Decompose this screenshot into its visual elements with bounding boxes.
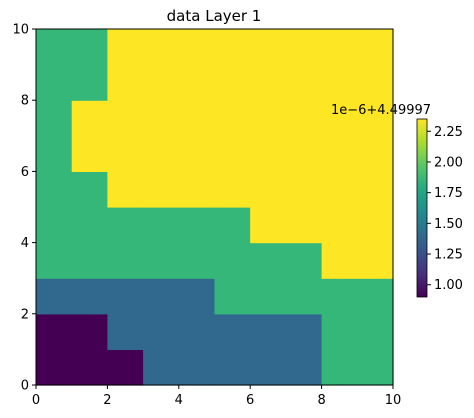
heatmap-cell [250, 242, 323, 279]
heatmap-cell [71, 278, 108, 315]
y-tick-label: 8 [21, 94, 29, 109]
heatmap-cell [71, 207, 108, 244]
heatmap-cell [250, 171, 323, 208]
heatmap-cell [143, 349, 216, 386]
heatmap-cell [250, 29, 323, 101]
heatmap-cell [250, 349, 323, 386]
heatmap-cell [71, 349, 108, 386]
plot-frame [35, 28, 394, 386]
heatmap-cell [250, 207, 323, 244]
heatmap-cell [214, 100, 251, 172]
heatmap-cell [36, 313, 73, 350]
colorbar-tick-label: 1.50 [434, 217, 463, 232]
heatmap-cell [71, 100, 108, 172]
heatmap-cell [250, 100, 323, 172]
y-tick-label: 2 [21, 307, 29, 322]
heatmap-cell [321, 207, 394, 244]
y-tick-label: 10 [12, 23, 29, 38]
heatmap-cell [321, 29, 394, 101]
heatmap-cell [214, 171, 251, 208]
heatmap-cell [36, 278, 73, 315]
colorbar-ticks: 1.00 1.25 1.50 1.75 2.00 2.25 [427, 125, 463, 293]
heatmap-cell [214, 278, 251, 315]
heatmap-cell [321, 171, 394, 208]
heatmap-cell [71, 171, 108, 208]
heatmap-cell [143, 207, 216, 244]
heatmap-cell [71, 313, 108, 350]
heatmap-cell [107, 349, 144, 386]
heatmap-cell [71, 29, 108, 101]
heatmap-cell [143, 29, 216, 101]
colorbar-tick-label: 2.25 [434, 125, 463, 140]
heatmap-cell [107, 29, 144, 101]
heatmap-cell [107, 171, 144, 208]
heatmap-cell [250, 278, 323, 315]
heatmap-cell [214, 349, 251, 386]
heatmap-cell [250, 313, 323, 350]
heatmap-cell [36, 29, 73, 101]
y-tick-label: 6 [21, 165, 29, 180]
colorbar-tick-label: 1.25 [434, 248, 463, 263]
colorbar-frame [416, 118, 428, 298]
heatmap-cell [107, 313, 144, 350]
y-axis: 0 2 4 6 8 10 [12, 23, 36, 394]
heatmap-cell [107, 278, 144, 315]
heatmap-cell [321, 100, 394, 172]
x-axis: 0 2 4 6 8 10 [32, 385, 401, 408]
heatmap-cell [321, 313, 394, 350]
colorbar-tick-label: 1.75 [434, 186, 463, 201]
heatmap-cell [214, 313, 251, 350]
heatmap-cell [214, 29, 251, 101]
heatmap-cell [107, 100, 144, 172]
heatmap-cell [321, 278, 394, 315]
heatmap-cell [321, 242, 394, 279]
heatmap-cell [36, 207, 73, 244]
heatmap-cell [143, 100, 216, 172]
x-tick-label: 10 [385, 393, 402, 408]
x-tick-label: 0 [32, 393, 40, 408]
chart-title: data Layer 1 [167, 7, 262, 25]
heatmap-cell [107, 242, 144, 279]
y-tick-label: 0 [21, 379, 29, 394]
heatmap-cell [36, 349, 73, 386]
colorbar-offset-text: 1e−6+4.49997 [331, 103, 431, 118]
colorbar [417, 119, 427, 297]
heatmap-cell [143, 313, 216, 350]
x-tick-label: 2 [103, 393, 111, 408]
x-tick-label: 6 [246, 393, 254, 408]
heatmap-cell [71, 242, 108, 279]
x-tick-label: 8 [317, 393, 325, 408]
heatmap-cell [143, 278, 216, 315]
colorbar-tick-label: 2.00 [434, 155, 463, 170]
heatmap-cell [36, 100, 73, 172]
colorbar-tick-label: 1.00 [434, 278, 463, 293]
y-tick-label: 4 [21, 236, 29, 251]
heatmap-cell [214, 242, 251, 279]
heatmap-cell [107, 207, 144, 244]
heatmap-cell [36, 242, 73, 279]
heatmap-cells [36, 29, 394, 386]
heatmap-cell [321, 349, 394, 386]
x-tick-label: 4 [175, 393, 183, 408]
heatmap-cell [143, 171, 216, 208]
heatmap-cell [36, 171, 73, 208]
heatmap-cell [143, 242, 216, 279]
heatmap-cell [214, 207, 251, 244]
